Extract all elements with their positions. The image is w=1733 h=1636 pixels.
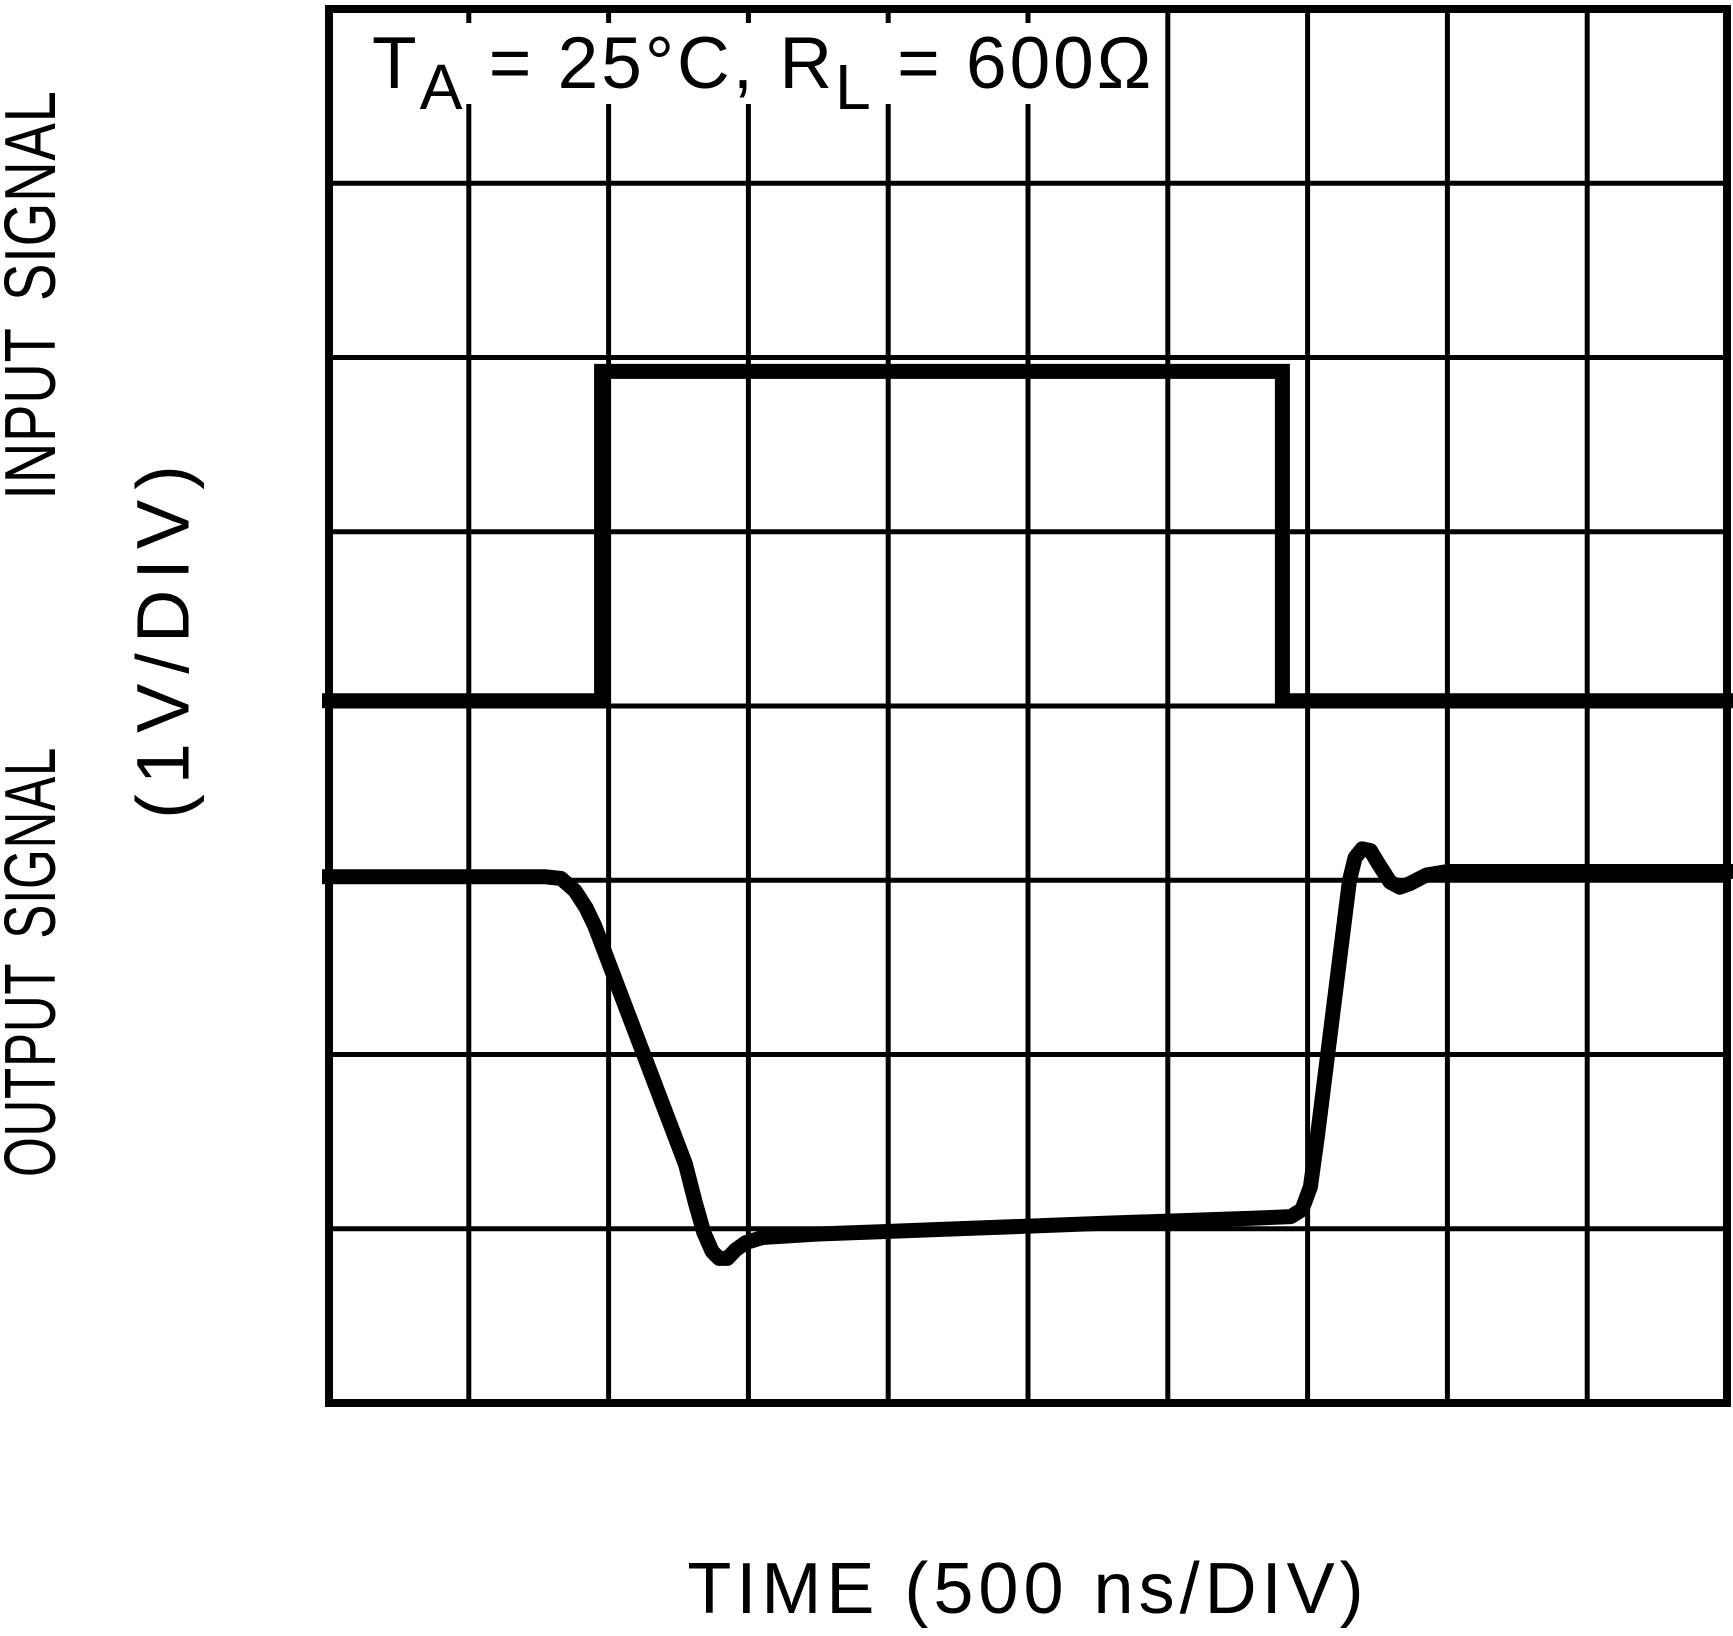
title-load-value: = 600Ω bbox=[873, 23, 1155, 104]
y-axis-label-output-signal: OUTPUT SIGNAL bbox=[0, 746, 71, 1178]
y-axis-label-input-signal: INPUT SIGNAL bbox=[0, 90, 71, 500]
title-symbol-t: T bbox=[372, 23, 420, 104]
input-signal-trace bbox=[322, 363, 1733, 709]
title-temperature-value: = 25°C, R bbox=[465, 23, 836, 104]
plot-title-annotation: TA = 25°C, RL = 600Ω bbox=[372, 22, 1155, 124]
output-signal-trace bbox=[322, 841, 1733, 1266]
title-subscript-a: A bbox=[419, 51, 466, 124]
x-axis-label: TIME (500 ns/DIV) bbox=[687, 1549, 1369, 1629]
y-axis-units-label: (1V/DIV) bbox=[121, 455, 205, 819]
title-subscript-l: L bbox=[835, 51, 874, 124]
